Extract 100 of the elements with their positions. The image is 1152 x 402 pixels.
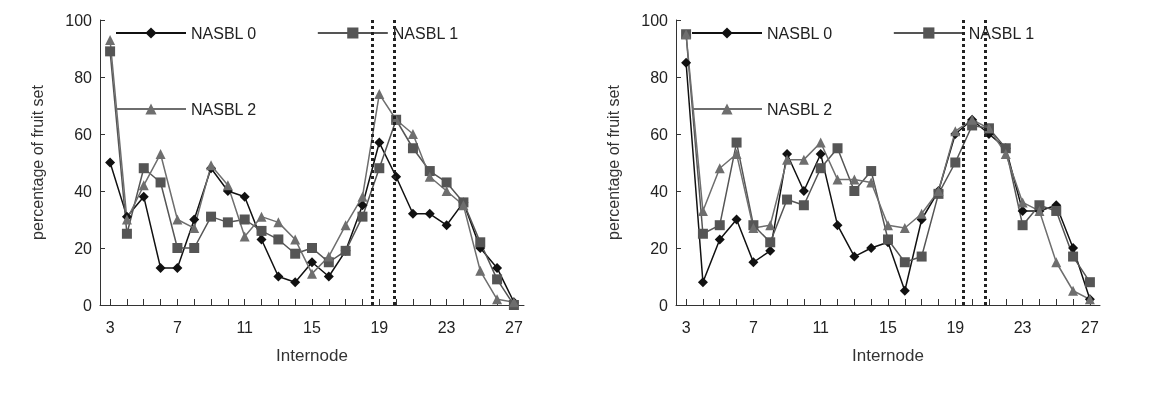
point xyxy=(239,191,250,202)
point xyxy=(1068,285,1079,296)
y-axis-title: percentage of fruit set xyxy=(604,84,622,240)
point xyxy=(374,137,385,148)
point xyxy=(492,262,503,273)
point xyxy=(798,200,809,211)
point xyxy=(475,265,486,276)
point xyxy=(1051,257,1062,268)
point xyxy=(832,143,843,154)
point xyxy=(832,220,843,231)
point xyxy=(899,223,910,234)
point xyxy=(189,223,200,234)
point xyxy=(815,163,826,174)
point xyxy=(323,251,334,262)
point xyxy=(950,157,961,168)
point xyxy=(155,262,166,273)
point xyxy=(714,234,725,245)
x-axis-title: Internode xyxy=(276,346,348,365)
point xyxy=(441,186,452,196)
point xyxy=(105,46,116,57)
x-tick-label: 23 xyxy=(1013,318,1032,336)
y-tick-label: 60 xyxy=(74,125,93,143)
x-tick-label: 15 xyxy=(303,318,321,336)
point xyxy=(189,214,200,225)
point xyxy=(290,234,301,245)
point xyxy=(1068,251,1079,262)
point xyxy=(239,214,250,225)
point xyxy=(239,231,250,242)
point xyxy=(105,34,116,45)
x-tick-label: 19 xyxy=(946,318,965,336)
point xyxy=(815,137,826,148)
y-tick-label: 40 xyxy=(650,182,669,200)
point xyxy=(307,268,317,279)
point xyxy=(256,225,267,236)
x-axis-title: Internode xyxy=(852,346,924,365)
point xyxy=(340,220,351,231)
point xyxy=(492,294,503,305)
point xyxy=(475,237,486,248)
y-axis-title: percentage of fruit set xyxy=(28,84,46,240)
point xyxy=(374,163,385,174)
point xyxy=(866,177,877,188)
point xyxy=(765,220,776,231)
y-tick-label: 0 xyxy=(83,296,93,314)
point xyxy=(782,148,793,159)
point xyxy=(697,277,708,288)
point xyxy=(748,257,759,268)
point xyxy=(424,171,435,182)
point xyxy=(273,271,284,282)
point xyxy=(273,234,284,245)
point xyxy=(138,191,149,202)
point xyxy=(916,208,927,219)
point xyxy=(155,148,166,159)
point xyxy=(206,211,217,222)
x-tick-label: 27 xyxy=(505,318,523,336)
x-tick-label: 7 xyxy=(172,318,182,336)
x-tick-label: 3 xyxy=(681,318,691,336)
legend-label: NASBL 2 xyxy=(767,100,833,118)
point xyxy=(849,186,860,196)
point xyxy=(407,143,418,154)
point xyxy=(832,174,843,185)
point xyxy=(357,200,368,211)
point xyxy=(883,220,893,231)
point xyxy=(441,177,452,188)
point xyxy=(424,208,435,219)
point xyxy=(138,163,149,174)
point xyxy=(714,163,725,174)
x-tick-label: 19 xyxy=(370,318,389,336)
y-tick-label: 40 xyxy=(74,182,93,200)
point xyxy=(916,251,927,262)
x-tick-label: 15 xyxy=(879,318,897,336)
point xyxy=(815,148,826,159)
point xyxy=(121,228,132,239)
point xyxy=(307,243,317,253)
point xyxy=(273,217,284,228)
legend-label: NASBL 0 xyxy=(191,24,257,42)
point xyxy=(256,234,267,245)
legend-label: NASBL 1 xyxy=(392,24,459,42)
point xyxy=(172,214,183,225)
point xyxy=(798,154,809,165)
x-tick-label: 27 xyxy=(1081,318,1099,336)
point xyxy=(155,177,166,188)
x-tick-label: 23 xyxy=(437,318,456,336)
point xyxy=(681,57,692,68)
y-tick-label: 60 xyxy=(650,125,669,143)
point xyxy=(866,243,877,253)
point xyxy=(323,271,334,282)
point xyxy=(714,220,725,231)
x-tick-label: 11 xyxy=(812,318,830,336)
y-tick-label: 80 xyxy=(650,68,669,86)
point xyxy=(1034,200,1045,211)
point xyxy=(849,251,860,262)
point xyxy=(222,217,233,228)
point xyxy=(1017,197,1028,208)
point xyxy=(105,157,116,168)
point xyxy=(357,191,368,202)
point xyxy=(798,186,809,196)
point xyxy=(849,174,860,185)
x-tick-label: 7 xyxy=(748,318,758,336)
point xyxy=(138,180,149,191)
point xyxy=(765,237,776,248)
